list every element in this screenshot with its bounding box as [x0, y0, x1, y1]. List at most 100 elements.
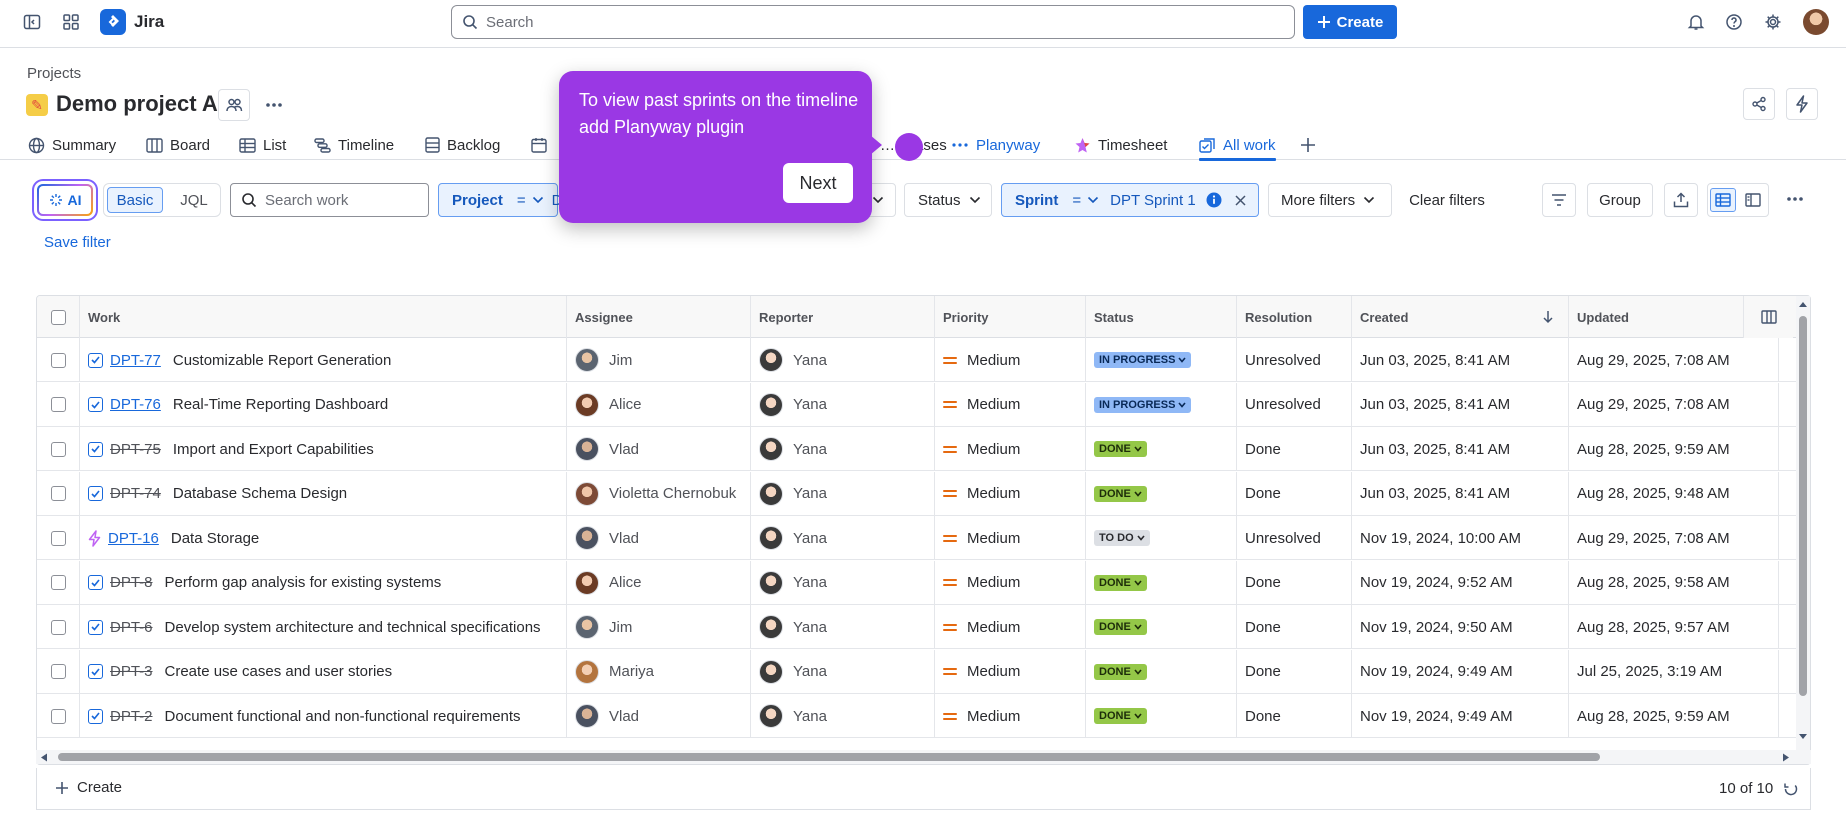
jql-mode-button[interactable]: JQL	[180, 191, 208, 209]
settings-gear-icon[interactable]	[1757, 6, 1789, 38]
priority-cell[interactable]: Medium	[935, 382, 1086, 427]
reporter-cell[interactable]: Yana	[751, 649, 935, 694]
row-checkbox[interactable]	[50, 486, 66, 501]
status-lozenge[interactable]: DONE	[1094, 485, 1147, 502]
column-picker-button[interactable]	[1743, 296, 1793, 338]
reporter-cell[interactable]: Yana	[751, 560, 935, 605]
column-header-resolution[interactable]: Resolution	[1237, 296, 1352, 338]
horizontal-scroll-thumb[interactable]	[58, 753, 1600, 761]
close-icon[interactable]	[1235, 194, 1246, 206]
notifications-bell-icon[interactable]	[1680, 6, 1712, 38]
status-lozenge[interactable]: DONE	[1094, 708, 1147, 724]
assignee-cell[interactable]: Violetta Chernobuk	[567, 471, 751, 516]
select-all-checkbox[interactable]	[50, 309, 66, 325]
priority-cell[interactable]: Medium	[935, 560, 1086, 605]
horizontal-scrollbar[interactable]	[36, 750, 1811, 764]
table-row[interactable]: DPT-16 Data Storage Vlad Yana Medium TO DO Unr…	[37, 516, 1810, 560]
priority-cell[interactable]: Medium	[935, 471, 1086, 516]
project-filter-chip[interactable]: Project = D	[438, 183, 562, 217]
tab-backlog[interactable]: Backlog	[425, 130, 500, 160]
clear-filters-button[interactable]: Clear filters	[1409, 191, 1485, 209]
column-header-reporter[interactable]: Reporter	[751, 296, 935, 338]
work-item-key-link[interactable]: DPT-8	[110, 574, 153, 591]
table-row[interactable]: DPT-6 Develop system architecture and tec…	[37, 605, 1810, 649]
assignee-cell[interactable]: Jim	[567, 338, 751, 382]
priority-cell[interactable]: Medium	[935, 516, 1086, 560]
tab-all-work[interactable]: All work	[1199, 130, 1276, 161]
work-item-summary[interactable]: Data Storage	[170, 529, 260, 547]
row-checkbox[interactable]	[50, 575, 66, 590]
work-item-summary[interactable]: Create use cases and user stories	[164, 663, 393, 680]
row-checkbox[interactable]	[50, 619, 66, 635]
table-row[interactable]: DPT-74 Database Schema Design Violetta Che…	[37, 471, 1810, 516]
row-checkbox[interactable]	[50, 352, 66, 368]
work-item-summary[interactable]: Database Schema Design	[172, 485, 348, 502]
table-row[interactable]: DPT-8 Perform gap analysis for existing s…	[37, 560, 1810, 605]
status-lozenge[interactable]: IN PROGRESS	[1094, 352, 1192, 368]
work-item-key-link[interactable]: DPT-75	[110, 440, 161, 458]
share-button[interactable]	[1743, 88, 1775, 120]
group-button[interactable]: Group	[1587, 183, 1653, 217]
work-item-summary[interactable]: Real-Time Reporting Dashboard	[172, 396, 389, 413]
reporter-cell[interactable]: Yana	[751, 516, 935, 560]
tab-planyway[interactable]: Planyway	[951, 130, 1042, 160]
work-item-summary[interactable]: Customizable Report Generation	[172, 351, 392, 369]
tab-summary[interactable]: Summary	[28, 130, 116, 160]
table-row[interactable]: DPT-76 Real-Time Reporting Dashboard Alice…	[37, 382, 1810, 427]
jira-logo[interactable]: Jira	[100, 9, 164, 35]
refresh-icon[interactable]	[1782, 780, 1800, 798]
global-search[interactable]	[451, 5, 1295, 39]
sort-down-arrow-icon[interactable]	[1542, 310, 1554, 324]
reporter-cell[interactable]: Yana	[751, 338, 935, 382]
column-header-updated[interactable]: Updated	[1577, 309, 1629, 325]
vertical-scrollbar[interactable]	[1796, 296, 1810, 750]
table-row[interactable]: DPT-75 Import and Export Capabilities Vlad…	[37, 427, 1810, 471]
tooltip-next-button[interactable]: Next	[783, 163, 853, 203]
work-item-key-link[interactable]: DPT-6	[110, 618, 153, 636]
tab-timesheet[interactable]: Timesheet	[1074, 130, 1167, 160]
row-checkbox[interactable]	[50, 397, 66, 412]
status-filter-chip[interactable]: Status	[904, 183, 992, 217]
table-row[interactable]: DPT-77 Customizable Report Generation Jim Y…	[37, 338, 1810, 382]
basic-mode-button[interactable]: Basic	[107, 187, 163, 213]
row-checkbox[interactable]	[50, 441, 66, 457]
assignee-cell[interactable]: Vlad	[567, 427, 751, 471]
tab-board[interactable]: Board	[146, 130, 210, 160]
priority-cell[interactable]: Medium	[935, 338, 1086, 382]
tooltip-hotspot[interactable]	[895, 133, 923, 161]
vertical-scroll-thumb[interactable]	[1799, 316, 1807, 696]
column-header-created[interactable]: Created	[1352, 296, 1569, 338]
filter-options-button[interactable]	[1542, 183, 1576, 217]
project-more-icon[interactable]	[258, 89, 290, 121]
reporter-cell[interactable]: Yana	[751, 694, 935, 738]
export-button[interactable]	[1664, 183, 1698, 217]
list-view-icon[interactable]	[1710, 188, 1736, 212]
work-item-key-link[interactable]: DPT-3	[110, 663, 153, 680]
tab-timeline[interactable]: Timeline	[314, 130, 394, 160]
scroll-right-icon[interactable]	[1782, 753, 1790, 762]
status-lozenge[interactable]: TO DO	[1094, 530, 1150, 546]
work-search-input[interactable]	[265, 191, 415, 209]
team-button[interactable]	[218, 89, 250, 121]
status-lozenge[interactable]: DONE	[1094, 574, 1147, 591]
status-lozenge[interactable]: DONE	[1094, 441, 1147, 457]
more-actions-icon[interactable]	[1779, 183, 1811, 215]
work-item-key-link[interactable]: DPT-2	[110, 707, 153, 725]
work-item-summary[interactable]: Import and Export Capabilities	[172, 440, 374, 458]
global-search-input[interactable]	[486, 13, 1266, 31]
assignee-cell[interactable]: Jim	[567, 605, 751, 649]
sprint-filter-chip[interactable]: Sprint = DPT Sprint 1	[1001, 183, 1259, 217]
work-item-summary[interactable]: Develop system architecture and technica…	[164, 618, 541, 636]
breadcrumb[interactable]: Projects	[27, 65, 82, 82]
more-filters-button[interactable]: More filters	[1268, 183, 1392, 217]
status-lozenge[interactable]: IN PROGRESS	[1094, 396, 1192, 413]
sidebar-toggle-icon[interactable]	[16, 6, 48, 38]
reporter-cell[interactable]: Yana	[751, 382, 935, 427]
assignee-cell[interactable]: Mariya	[567, 649, 751, 694]
column-header-work[interactable]: Work	[80, 296, 567, 338]
table-row[interactable]: DPT-3 Create use cases and user stories Ma…	[37, 649, 1810, 694]
status-lozenge[interactable]: DONE	[1094, 619, 1147, 635]
save-filter-link[interactable]: Save filter	[44, 234, 111, 251]
work-item-key-link[interactable]: DPT-16	[108, 529, 159, 547]
priority-cell[interactable]: Medium	[935, 649, 1086, 694]
